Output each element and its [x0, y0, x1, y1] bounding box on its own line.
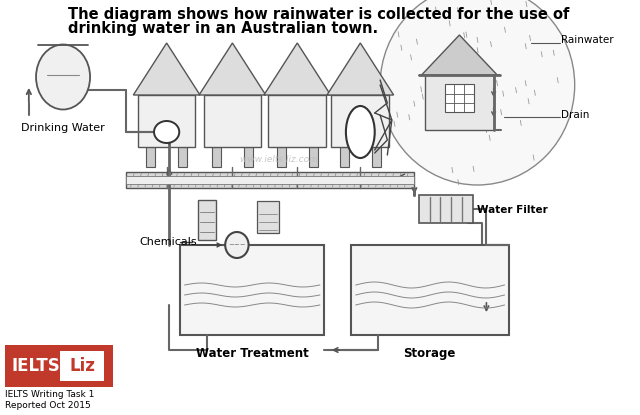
Ellipse shape	[380, 0, 575, 185]
Bar	[180, 245, 324, 335]
Ellipse shape	[346, 106, 375, 158]
Polygon shape	[327, 43, 394, 95]
Bar	[126, 176, 414, 184]
Bar	[309, 147, 318, 167]
Text: IELTS: IELTS	[12, 357, 60, 375]
Text: The diagram shows how rainwater is collected for the use of: The diagram shows how rainwater is colle…	[68, 7, 569, 22]
Text: Rainwater: Rainwater	[561, 35, 614, 45]
Text: Reported Oct 2015: Reported Oct 2015	[4, 401, 90, 410]
Bar	[212, 147, 221, 167]
Ellipse shape	[154, 121, 179, 143]
Text: drinking water in an Australian town.: drinking water in an Australian town.	[68, 21, 378, 36]
Bar	[146, 147, 155, 167]
Bar	[179, 147, 188, 167]
Text: Liz: Liz	[69, 357, 95, 375]
Bar	[4, 345, 113, 387]
Polygon shape	[199, 43, 266, 95]
Text: ~~~: ~~~	[228, 242, 246, 248]
Polygon shape	[419, 35, 500, 75]
Bar	[126, 172, 414, 188]
Text: IELTS Writing Task 1: IELTS Writing Task 1	[4, 390, 94, 399]
Bar	[340, 147, 349, 167]
Bar	[60, 351, 104, 381]
Text: Drinking Water: Drinking Water	[21, 123, 105, 133]
Text: Water Treatment: Water Treatment	[196, 347, 308, 360]
Bar	[198, 200, 216, 240]
Text: www.ielts liz.com: www.ielts liz.com	[240, 156, 318, 164]
Bar	[445, 84, 474, 112]
Ellipse shape	[36, 44, 90, 110]
Bar	[372, 147, 381, 167]
Circle shape	[225, 232, 248, 258]
Bar	[138, 95, 195, 147]
Text: Storage: Storage	[403, 347, 456, 360]
Text: Water Filter: Water Filter	[477, 205, 548, 215]
Bar	[419, 195, 473, 223]
Bar	[425, 75, 493, 130]
Bar	[204, 95, 261, 147]
Bar	[268, 95, 326, 147]
Text: Chemicals: Chemicals	[140, 237, 197, 247]
Polygon shape	[133, 43, 200, 95]
Text: Drain: Drain	[561, 110, 589, 120]
Bar	[244, 147, 253, 167]
Bar	[332, 95, 389, 147]
Polygon shape	[264, 43, 331, 95]
Bar	[351, 245, 509, 335]
Bar	[257, 201, 279, 233]
Bar	[276, 147, 285, 167]
